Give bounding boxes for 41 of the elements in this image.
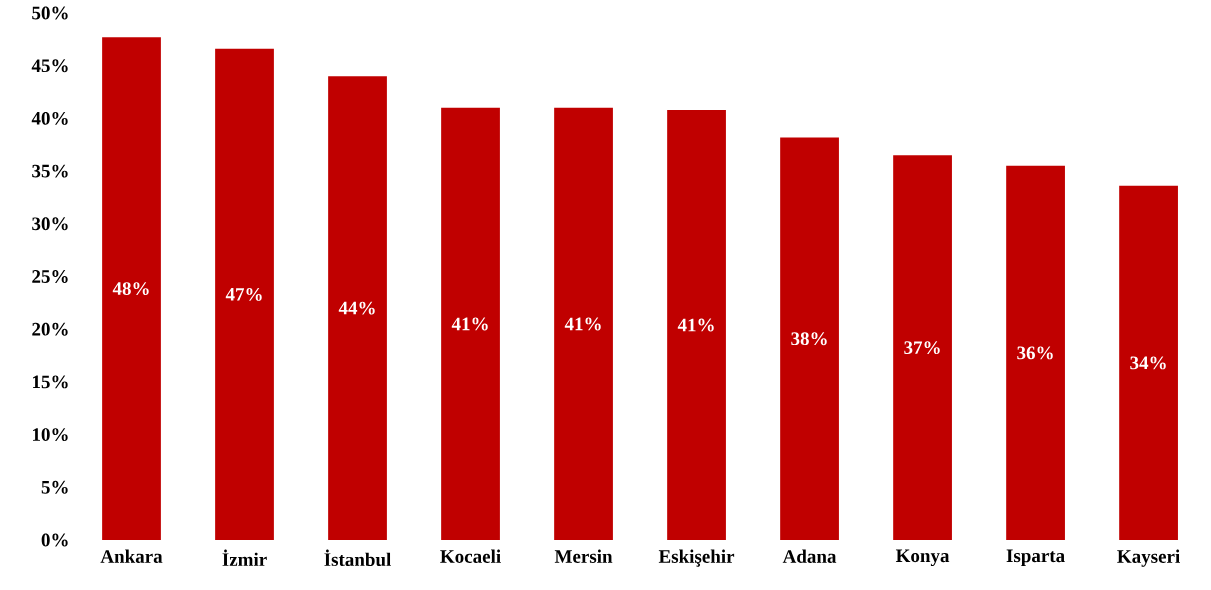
x-tick-label: Kocaeli — [440, 549, 501, 563]
bar — [102, 37, 161, 540]
x-tick-label: Isparta — [1006, 549, 1065, 567]
y-tick-label: 45% — [31, 59, 68, 73]
data-label: 41% — [677, 318, 714, 332]
x-tick-label: İstanbul — [324, 549, 391, 567]
bar — [441, 107, 500, 540]
y-tick-label: 35% — [32, 164, 68, 178]
x-tick-label: Konya — [895, 549, 950, 567]
x-tick-label: Kayseri — [1117, 549, 1180, 567]
data-label: 44% — [338, 301, 375, 315]
bar — [893, 155, 952, 540]
x-tick-label: İzmir — [222, 549, 267, 566]
data-label: 37% — [904, 341, 940, 355]
bar — [554, 107, 613, 540]
x-tick-label: Mersin — [554, 549, 613, 563]
bar — [1006, 165, 1065, 540]
data-label: 48% — [112, 282, 149, 296]
bar — [667, 109, 726, 540]
data-label: 41% — [451, 317, 488, 331]
bar — [780, 137, 839, 540]
data-label: 36% — [1017, 346, 1053, 360]
bar — [215, 48, 274, 540]
y-tick-label: 10% — [32, 428, 68, 442]
x-tick-label: Eskişehir — [658, 549, 735, 567]
data-label: 47% — [225, 287, 262, 301]
x-tick-label: Ankara — [100, 549, 163, 563]
y-tick-label: 5% — [41, 480, 68, 494]
bar — [328, 76, 387, 540]
y-tick-label: 25% — [32, 270, 68, 283]
y-tick-label: 50% — [32, 6, 68, 20]
y-tick-label: 0% — [41, 533, 68, 547]
data-label: 41% — [564, 317, 601, 331]
data-label: 38% — [791, 332, 827, 346]
y-tick-label: 20% — [32, 322, 68, 336]
x-tick-label: Adana — [782, 549, 837, 563]
bar — [1119, 185, 1178, 540]
y-tick-label: 15% — [32, 375, 68, 389]
data-label: 34% — [1130, 356, 1166, 370]
y-tick-label: 30% — [32, 217, 68, 231]
y-tick-label: 40% — [31, 111, 68, 125]
